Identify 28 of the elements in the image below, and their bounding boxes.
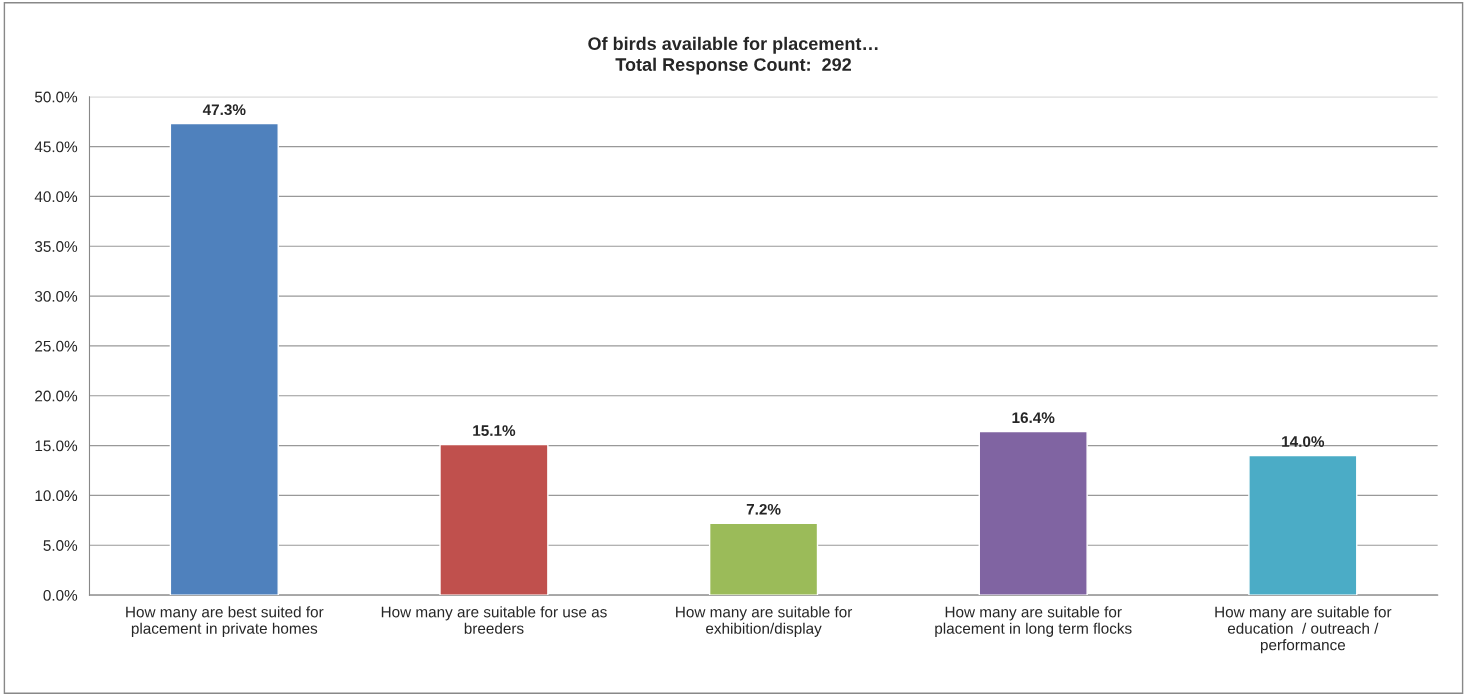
data-label: 14.0%	[1282, 436, 1325, 447]
y-tick-label: 50.0%	[34, 91, 78, 103]
y-tick-label: 10.0%	[35, 490, 78, 502]
bar	[978, 430, 1088, 596]
y-tick-label: 25.0%	[35, 340, 78, 352]
bar	[708, 522, 819, 596]
y-tick-label: 20.0%	[35, 390, 78, 402]
x-tick-label: How many are best suited for placement in private homes	[126, 606, 324, 637]
y-tick-label: 40.0%	[34, 191, 78, 203]
data-label: 7.2%	[746, 503, 781, 515]
y-tick-label: 0.0%	[43, 589, 78, 601]
y-tick-label: 5.0%	[43, 540, 78, 551]
x-tick-label: How many are suitable for exhibition/display	[676, 606, 853, 637]
chart-title: Of birds available for placement…	[588, 36, 878, 54]
y-tick-label: 15.0%	[35, 440, 78, 452]
x-tick-label: How many are suitable for education / outreach / performance	[1215, 606, 1392, 654]
y-tick-label: 30.0%	[34, 290, 78, 302]
x-tick-label: How many are suitable for use as breeders	[381, 606, 607, 634]
bar	[169, 122, 279, 596]
bar	[439, 443, 549, 596]
y-tick-label: 35.0%	[34, 241, 78, 252]
data-label: 47.3%	[202, 104, 246, 116]
data-label: 15.1%	[473, 425, 516, 437]
data-label: 16.4%	[1012, 412, 1055, 424]
chart-subtitle: Total Response Count: 292	[615, 57, 851, 75]
bar	[1248, 454, 1358, 596]
x-tick-label: How many are suitable for placement in long term flocks	[935, 606, 1132, 637]
y-tick-label: 45.0%	[34, 141, 78, 153]
